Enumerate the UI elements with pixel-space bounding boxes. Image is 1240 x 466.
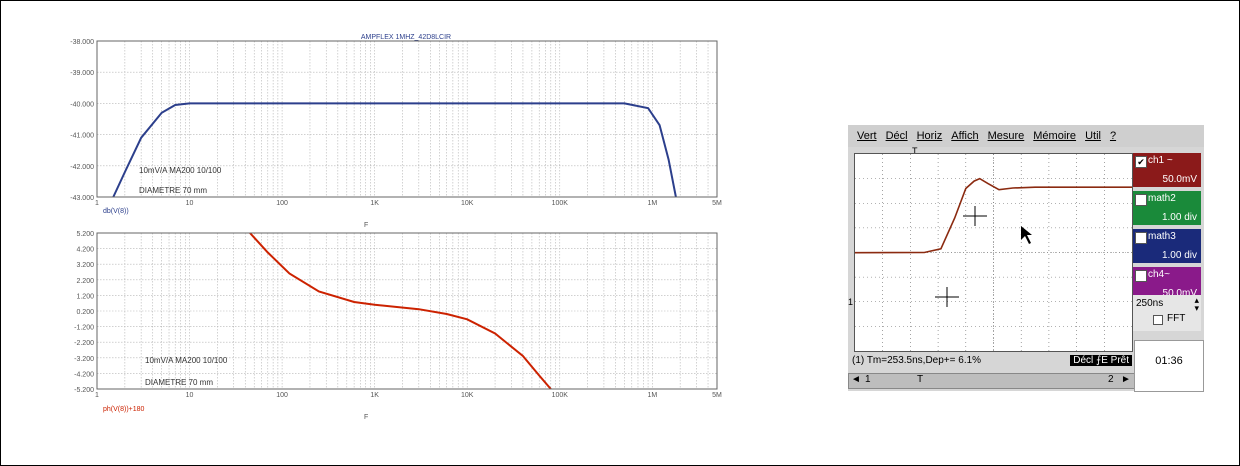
clock-display: 01:36 <box>1134 340 1204 392</box>
mag-xtick-label: 10 <box>186 200 194 207</box>
phase-ytick-label: 1.200 <box>76 293 94 300</box>
phase-annotation-1: 10mV/A MA200 10/100 <box>145 356 228 365</box>
mag-xtick-label: 100K <box>552 200 569 207</box>
timebase-spin-icon[interactable]: ▴ ▾ <box>1194 295 1199 313</box>
scroll-page-number: 2 <box>1108 374 1114 385</box>
phase-ytick-label: 3.200 <box>76 262 94 269</box>
mag-xtick-label: 1 <box>95 200 99 207</box>
channel-math2[interactable]: math2 1.00 div <box>1133 191 1201 225</box>
ch1-name: ch1 ~ <box>1148 155 1173 166</box>
measurement-status: (1) Tm=253.5ns,Dep+= 6.1% Décl ⨍E Prêt <box>852 355 1134 369</box>
phase-xtick-label: 100K <box>552 392 569 399</box>
mag-ytick-label: -42.000 <box>70 164 94 171</box>
trigger-position-marker[interactable]: T <box>912 146 918 156</box>
mag-xtick-label: 10K <box>461 200 474 207</box>
menu-horiz[interactable]: Horiz <box>916 130 943 142</box>
mag-ytick-label: -43.000 <box>70 195 94 202</box>
mag-xtick-label: 100 <box>276 200 288 207</box>
phase-xtick-label: 10 <box>186 392 194 399</box>
phase-ytick-label: 0.200 <box>76 309 94 316</box>
math3-value: 1.00 div <box>1161 250 1197 261</box>
phase-ytick-label: -3.200 <box>74 356 94 363</box>
phase-ytick-label: 5.200 <box>76 231 94 238</box>
fft-checkbox[interactable] <box>1153 315 1163 325</box>
cursor-cross-2[interactable] <box>963 206 987 226</box>
phase-xtick-label: 100 <box>276 392 288 399</box>
timebase-value: 250ns <box>1136 298 1164 309</box>
bode-plot: AMPFLEX 1MHZ_42D8LCIR -38.000 -39.000 -40.… <box>70 34 722 421</box>
clock-time: 01:36 <box>1155 355 1183 367</box>
scope-menubar: Vert Décl Horiz Affich Mesure Mémoire Ut… <box>848 125 1204 147</box>
menu-affich[interactable]: Affich <box>951 130 979 142</box>
mouse-pointer-icon <box>1021 226 1032 244</box>
mag-annotation-2: DIAMETRE 70 mm <box>139 186 207 195</box>
ch4-checkbox[interactable] <box>1135 270 1147 282</box>
phase-ytick-label: -4.200 <box>74 371 94 378</box>
mag-ytick-label: -41.000 <box>70 133 94 140</box>
channel-ch1[interactable]: ✔ ch1 ~ 50.0mV <box>1133 153 1201 187</box>
mag-ytick-label: -39.000 <box>70 70 94 77</box>
phase-ytick-label: 4.200 <box>76 247 94 254</box>
fft-label: FFT <box>1167 313 1186 324</box>
mag-xtick-label: 1K <box>370 200 379 207</box>
mag-plot-frame <box>96 40 718 198</box>
phase-ytick-label: 2.200 <box>76 278 94 285</box>
mag-ytick-label: -38.000 <box>70 39 94 46</box>
menu-vert[interactable]: Vert <box>857 130 877 142</box>
mag-xlabel: F <box>364 222 368 229</box>
scope-trace-area <box>854 154 1132 351</box>
phase-xlabel: F <box>364 414 368 421</box>
horizontal-scrollbar[interactable]: ◄ 1 T 2 ► <box>848 373 1136 389</box>
menu-memoire[interactable]: Mémoire <box>1033 130 1077 142</box>
phase-xtick-label: 1K <box>370 392 379 399</box>
scroll-position-marker[interactable]: 1 <box>865 374 871 385</box>
ch4-name: ch4~ <box>1148 269 1170 280</box>
math2-checkbox[interactable] <box>1135 194 1147 206</box>
phase-series-line <box>249 232 552 390</box>
ch1-checkbox[interactable]: ✔ <box>1135 156 1147 168</box>
phase-annotation-2: DIAMETRE 70 mm <box>145 378 213 387</box>
ch1-trace <box>854 177 1132 254</box>
trigger-status: Décl ⨍E Prêt <box>1070 355 1132 366</box>
menu-util[interactable]: Util <box>1085 130 1101 142</box>
ch1-value: 50.0mV <box>1162 174 1197 185</box>
mag-ytick-label: -40.000 <box>70 101 94 108</box>
mag-trace-label: db(V(8)) <box>103 208 129 215</box>
menu-decl[interactable]: Décl <box>885 130 908 142</box>
phase-xtick-label: 1M <box>647 392 657 399</box>
timebase-panel[interactable]: 250ns ▴ ▾ FFT <box>1133 295 1201 331</box>
phase-xtick-label: 10K <box>461 392 474 399</box>
scroll-right-icon[interactable]: ► <box>1121 374 1131 385</box>
mag-series-line <box>112 102 677 198</box>
channel-math3[interactable]: math3 1.00 div <box>1133 229 1201 263</box>
cursor-cross-1[interactable] <box>935 287 959 307</box>
oscilloscope-window: Vert Décl Horiz Affich Mesure Mémoire Ut… <box>848 125 1204 392</box>
math3-name: math3 <box>1148 231 1176 242</box>
scope-screen <box>854 153 1133 352</box>
phase-plot-frame <box>96 232 718 390</box>
scroll-trigger-marker[interactable]: T <box>917 374 924 385</box>
phase-xtick-label: 1 <box>95 392 99 399</box>
math3-checkbox[interactable] <box>1135 232 1147 244</box>
mag-annotation-1: 10mV/A MA200 10/100 <box>139 166 222 175</box>
bode-title: AMPFLEX 1MHZ_42D8LCIR <box>361 34 451 41</box>
math2-value: 1.00 div <box>1161 212 1197 223</box>
channel-panel: ✔ ch1 ~ 50.0mV math2 1.00 div math3 1.00… <box>1133 153 1201 305</box>
status-text: (1) Tm=253.5ns,Dep+= 6.1% <box>852 355 982 366</box>
mag-xtick-label: 5M <box>712 200 722 207</box>
ground-level-marker[interactable]: 1 <box>848 297 854 307</box>
phase-ytick-label: -5.200 <box>74 387 94 394</box>
phase-ytick-label: -1.200 <box>74 325 94 332</box>
math2-name: math2 <box>1148 193 1176 204</box>
menu-mesure[interactable]: Mesure <box>987 130 1025 142</box>
phase-ytick-label: -2.200 <box>74 340 94 347</box>
phase-trace-label: ph(V(8))+180 <box>103 406 145 413</box>
mag-xtick-label: 1M <box>647 200 657 207</box>
menu-help[interactable]: ? <box>1109 130 1117 142</box>
ch4-value: 50.0mV <box>1162 288 1197 299</box>
scroll-left-icon[interactable]: ◄ <box>851 374 861 385</box>
phase-xtick-label: 5M <box>712 392 722 399</box>
